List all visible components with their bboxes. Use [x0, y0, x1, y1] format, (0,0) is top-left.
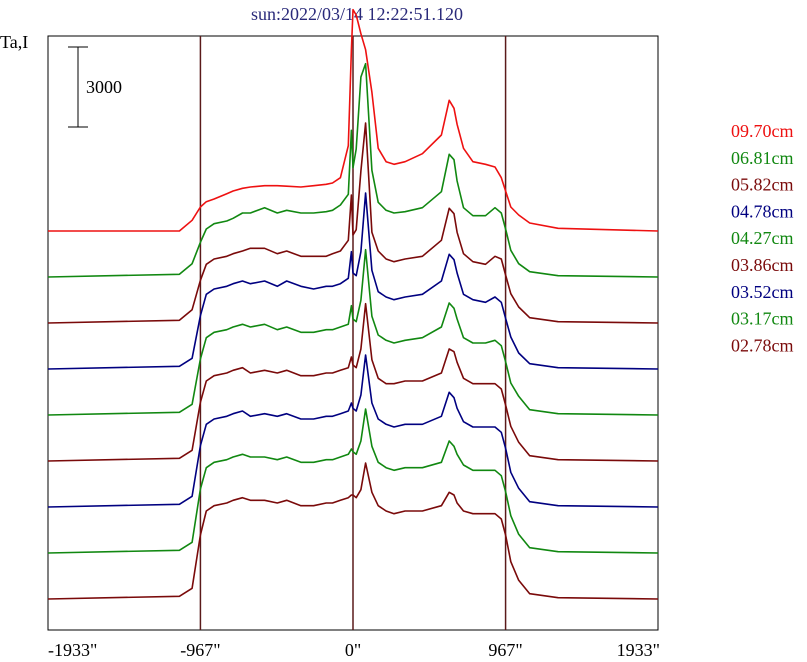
legend-entry: 05.82cm — [731, 175, 794, 195]
x-tick-label: 967" — [488, 640, 522, 660]
scale-bar: 3000 — [68, 46, 122, 128]
legend-entry: 04.78cm — [731, 201, 794, 221]
series-line-09.70cm — [48, 8, 659, 232]
chart-title: sun:2022/03/14 12:22:51.120 — [251, 4, 463, 24]
legend: 09.70cm 06.81cm 05.82cm 04.78cm 04.27cm 03.86… — [731, 121, 794, 355]
legend-entry: 09.70cm — [731, 121, 794, 141]
series-line-04.78cm — [47, 192, 659, 370]
series-lines — [47, 8, 659, 600]
series-line-02.78cm — [47, 462, 659, 600]
legend-entry: 06.81cm — [731, 148, 794, 168]
series-line-04.27cm — [47, 248, 659, 416]
x-tick-label: -967" — [180, 640, 220, 660]
vertical-markers — [199, 36, 507, 630]
x-tick-label: 1933" — [617, 640, 660, 660]
series-line-03.52cm — [47, 354, 659, 508]
legend-entry: 03.17cm — [731, 309, 794, 329]
x-tick-label: 0" — [345, 640, 361, 660]
legend-entry: 02.78cm — [731, 335, 794, 355]
scale-bar-label: 3000 — [86, 77, 122, 97]
y-axis-label: Ta,I — [0, 32, 28, 52]
series-line-05.82cm — [47, 122, 659, 324]
legend-entry: 04.27cm — [731, 228, 794, 248]
series-line-06.81cm — [47, 62, 659, 278]
legend-entry: 03.52cm — [731, 282, 794, 302]
legend-entry: 03.86cm — [731, 255, 794, 275]
series-line-03.17cm — [47, 408, 659, 554]
series-line-03.86cm — [47, 302, 659, 462]
x-tick-label: -1933" — [48, 640, 97, 660]
x-tick-labels: -1933" -967" 0" 967" 1933" — [48, 640, 660, 660]
